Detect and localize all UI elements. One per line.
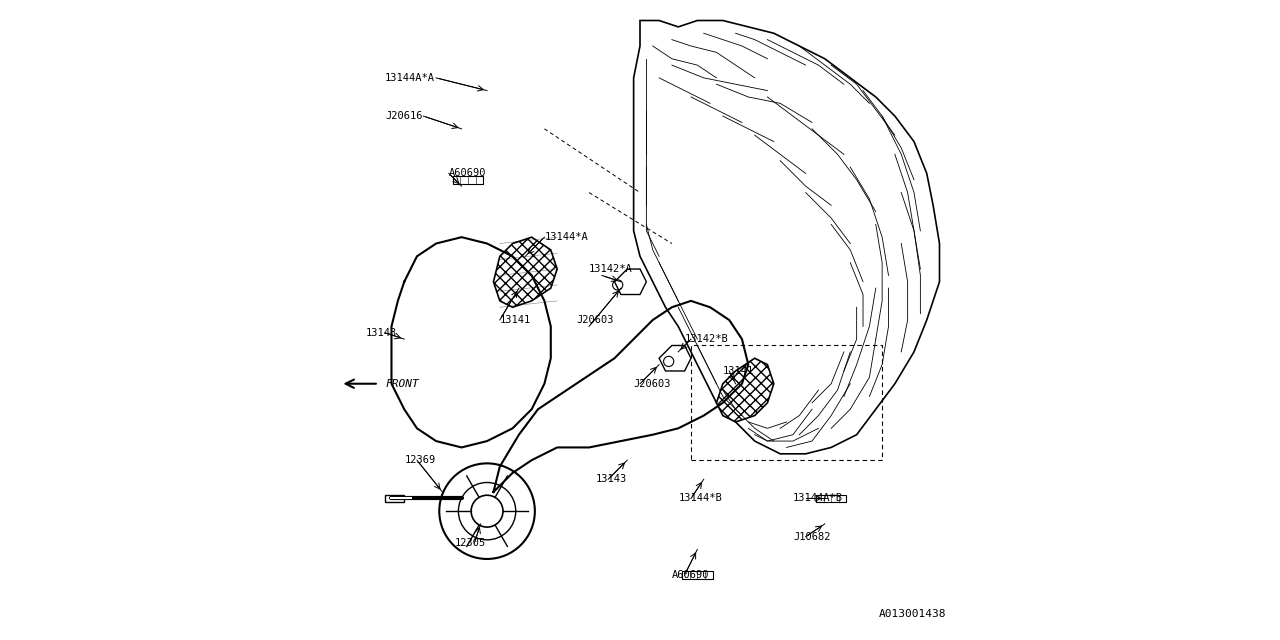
- Text: J20603: J20603: [576, 315, 614, 325]
- Text: FRONT: FRONT: [385, 379, 419, 388]
- Text: 13141: 13141: [499, 315, 531, 325]
- Bar: [453, 176, 484, 184]
- Text: J10682: J10682: [792, 532, 831, 541]
- Text: 12369: 12369: [404, 455, 435, 465]
- Text: 13144A*B: 13144A*B: [792, 493, 844, 504]
- Polygon shape: [493, 237, 557, 307]
- Text: 13142*B: 13142*B: [685, 334, 728, 344]
- Text: 13143: 13143: [595, 474, 627, 484]
- Text: J20603: J20603: [634, 379, 671, 388]
- Text: 13143: 13143: [366, 328, 397, 338]
- Bar: [682, 571, 713, 579]
- Polygon shape: [717, 358, 774, 422]
- Text: 13144*A: 13144*A: [544, 232, 589, 242]
- Text: 13144A*A: 13144A*A: [385, 73, 435, 83]
- Text: A013001438: A013001438: [878, 609, 946, 620]
- Bar: [815, 495, 846, 502]
- Text: 12305: 12305: [456, 538, 486, 548]
- Text: J20616: J20616: [385, 111, 422, 121]
- Text: A60690: A60690: [672, 570, 709, 580]
- Text: 13142*A: 13142*A: [589, 264, 632, 274]
- Text: 13141: 13141: [723, 366, 754, 376]
- Text: A60690: A60690: [449, 168, 486, 179]
- Bar: [385, 495, 404, 502]
- Text: 13144*B: 13144*B: [678, 493, 722, 504]
